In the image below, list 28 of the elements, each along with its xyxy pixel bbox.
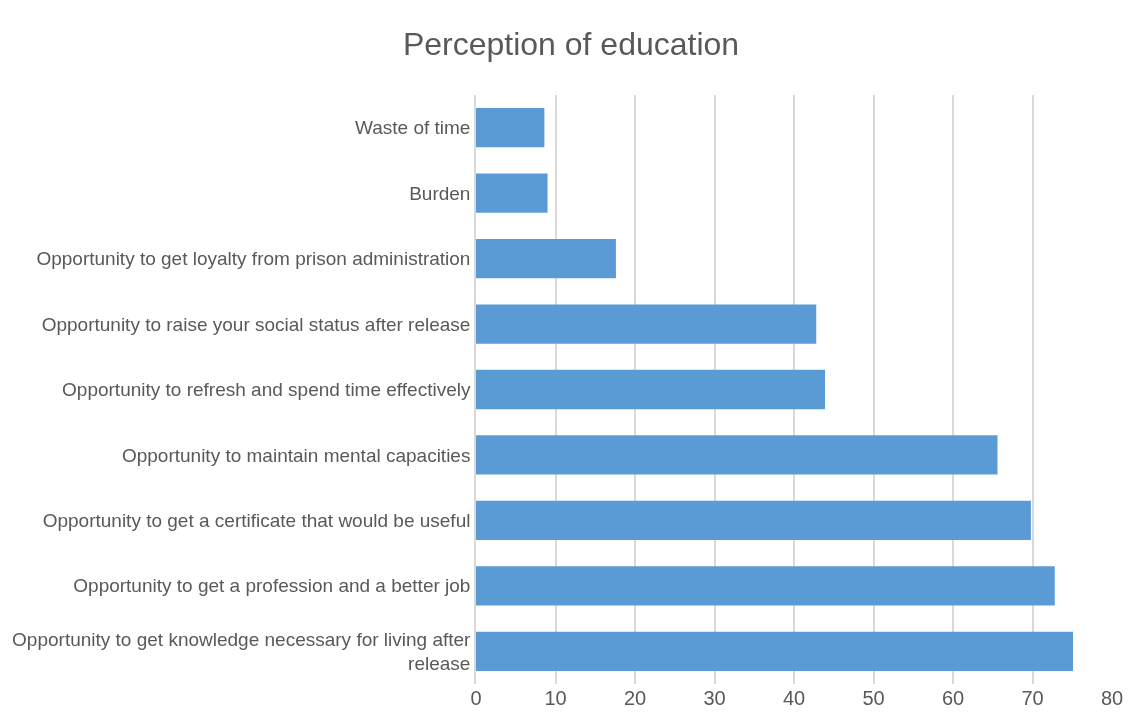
chart-title: Perception of education bbox=[402, 25, 740, 62]
bar bbox=[476, 631, 1074, 671]
y-tick-label: Opportunity to refresh and spend time effectively bbox=[62, 379, 471, 401]
bar bbox=[476, 108, 545, 148]
x-tick-label: 0 bbox=[470, 687, 482, 709]
y-tick-label: Opportunity to raise your social status after release bbox=[41, 313, 471, 335]
x-tick-label: 60 bbox=[941, 687, 965, 709]
y-tick-label: Waste of time bbox=[355, 117, 471, 139]
x-tick-label: 30 bbox=[703, 687, 726, 709]
y-tick-label: Opportunity to get loyalty from prison administration bbox=[36, 248, 471, 270]
y-tick-label: Opportunity to get knowledge necessary for living after release bbox=[12, 628, 472, 675]
y-tick-label: Burden bbox=[409, 182, 471, 204]
y-tick-label: Opportunity to get a certificate that would be useful bbox=[42, 510, 471, 532]
bar bbox=[476, 369, 826, 410]
bar bbox=[476, 173, 548, 213]
x-tick-label: 40 bbox=[782, 687, 806, 709]
bar bbox=[476, 566, 1055, 606]
bar bbox=[476, 304, 817, 344]
x-tick-label: 10 bbox=[544, 687, 567, 709]
bar bbox=[476, 500, 1031, 541]
x-tick-label: 70 bbox=[1021, 687, 1044, 709]
bar bbox=[476, 435, 998, 475]
y-tick-label: Opportunity to get a profession and a better job bbox=[73, 575, 471, 597]
y-tick-label: Opportunity to maintain mental capacities bbox=[121, 444, 471, 466]
bar bbox=[476, 238, 616, 279]
x-tick-label: 20 bbox=[623, 687, 647, 709]
x-tick-label: 50 bbox=[862, 687, 885, 709]
x-tick-label: 80 bbox=[1100, 687, 1124, 709]
